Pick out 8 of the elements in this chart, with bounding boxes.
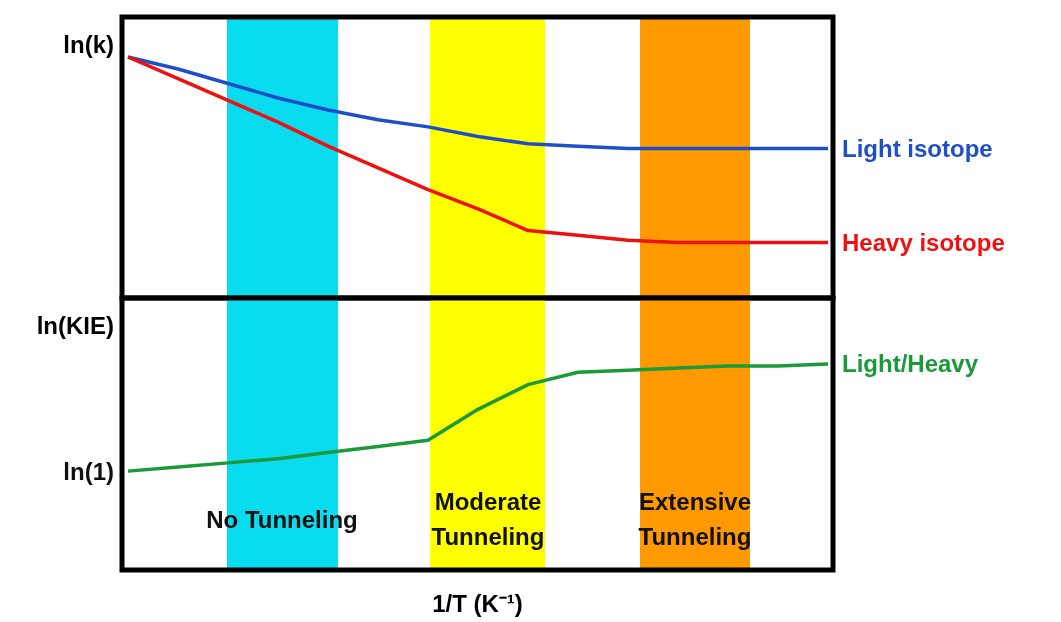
- y-axis-title: ln(k): [63, 31, 114, 58]
- annotation: Moderate Tunneling: [431, 488, 545, 550]
- x-axis-title: 1/T (K⁻¹): [432, 590, 523, 617]
- series-label: Light isotope: [842, 134, 993, 162]
- series-label: Light/Heavy: [842, 350, 979, 377]
- text: ln(1): [63, 458, 114, 485]
- series-label: Heavy isotope: [842, 228, 1005, 256]
- y-axis-title: ln(KIE): [36, 312, 114, 339]
